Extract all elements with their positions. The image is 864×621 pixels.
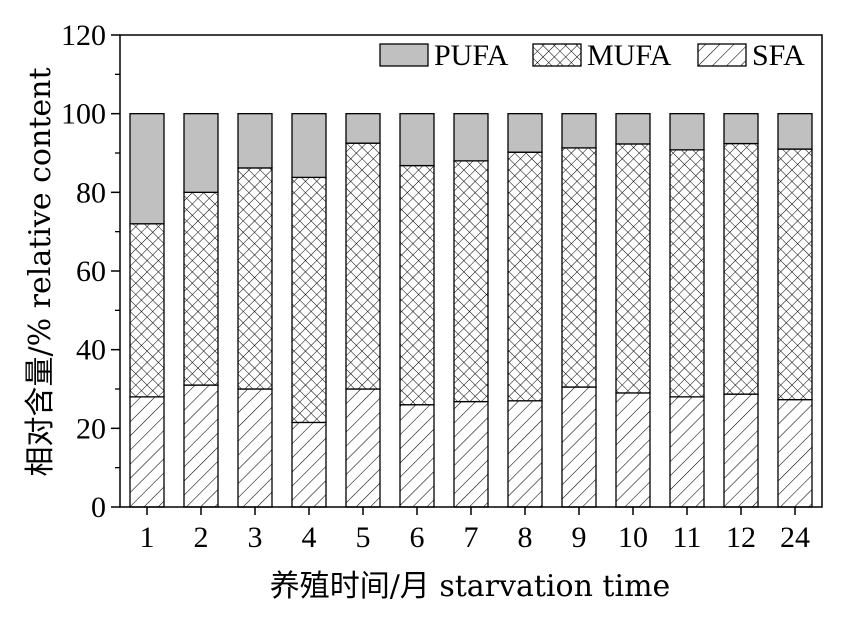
legend-label-sfa: SFA: [752, 39, 805, 72]
x-tick-label-12: 12: [726, 521, 756, 554]
bar-mufa-9: [561, 147, 597, 388]
y-tick-label-60: 60: [76, 255, 106, 288]
bar-mufa-1: [129, 223, 165, 398]
bar-mufa-10: [615, 143, 651, 394]
y-tick-label-40: 40: [76, 334, 106, 367]
plot-area: [119, 34, 823, 508]
legend-swatch-mufa: [532, 43, 582, 67]
bar-pufa-24: [777, 113, 813, 150]
bar-pufa-9: [561, 113, 597, 149]
x-tick-label-11: 11: [673, 521, 702, 554]
legend-label-pufa: PUFA: [434, 39, 509, 72]
bar-sfa-5: [345, 388, 381, 508]
x-tick-label-5: 5: [356, 521, 371, 554]
bar-pufa-4: [291, 113, 327, 179]
x-axis-title: 养殖时间/月 starvation time: [270, 569, 671, 604]
bar-pufa-2: [183, 113, 219, 193]
bar-sfa-9: [561, 386, 597, 508]
y-tick-label-120: 120: [61, 19, 106, 52]
x-axis: 1 2 3 4 5 6 7 8 9 10 11 12 24: [140, 507, 810, 554]
x-tick-label-4: 4: [302, 521, 317, 554]
x-tick-label-1: 1: [140, 521, 155, 554]
bar-pufa-5: [345, 113, 381, 144]
bar-sfa-6: [399, 404, 435, 508]
x-tick-label-9: 9: [572, 521, 587, 554]
bar-sfa-24: [777, 398, 813, 508]
bar-pufa-6: [399, 113, 435, 167]
bar-sfa-4: [291, 421, 327, 508]
x-tick-label-3: 3: [248, 521, 263, 554]
x-tick-label-24: 24: [780, 521, 810, 554]
y-tick-label-80: 80: [76, 176, 106, 209]
bar-sfa-7: [453, 400, 489, 508]
bar-pufa-11: [669, 113, 705, 151]
x-tick-label-6: 6: [410, 521, 425, 554]
bar-sfa-2: [183, 384, 219, 508]
legend-swatch-sfa: [697, 43, 747, 67]
x-tick-label-10: 10: [618, 521, 648, 554]
bar-mufa-5: [345, 142, 381, 390]
bar-sfa-11: [669, 396, 705, 508]
bar-mufa-7: [453, 160, 489, 403]
bar-pufa-7: [453, 113, 489, 162]
bar-mufa-3: [237, 167, 273, 390]
bar-mufa-24: [777, 148, 813, 401]
y-tick-label-20: 20: [76, 412, 106, 445]
bar-sfa-8: [507, 400, 543, 508]
bar-mufa-11: [669, 149, 705, 398]
y-axis: 0 20 40 60 80 100 120: [61, 19, 120, 524]
bar-sfa-12: [723, 393, 759, 508]
bar-mufa-12: [723, 142, 759, 395]
bar-sfa-3: [237, 388, 273, 508]
bar-mufa-2: [183, 191, 219, 386]
legend: PUFA MUFA SFA: [379, 39, 805, 72]
bar-mufa-8: [507, 151, 543, 402]
legend-label-mufa: MUFA: [587, 39, 672, 72]
y-axis-title: 相对含量/% relative content: [23, 68, 58, 477]
x-tick-label-7: 7: [464, 521, 479, 554]
y-tick-label-0: 0: [91, 491, 106, 524]
bar-pufa-8: [507, 113, 543, 153]
x-tick-label-2: 2: [194, 521, 209, 554]
bar-pufa-10: [615, 113, 651, 145]
legend-swatch-pufa: [379, 43, 429, 67]
y-tick-label-100: 100: [61, 98, 106, 131]
bar-mufa-4: [291, 176, 327, 424]
x-tick-label-8: 8: [518, 521, 533, 554]
bar-pufa-1: [129, 113, 165, 225]
bar-pufa-3: [237, 113, 273, 169]
bar-sfa-1: [129, 396, 165, 508]
bar-pufa-12: [723, 113, 759, 145]
bar-mufa-6: [399, 164, 435, 406]
bar-sfa-10: [615, 392, 651, 508]
